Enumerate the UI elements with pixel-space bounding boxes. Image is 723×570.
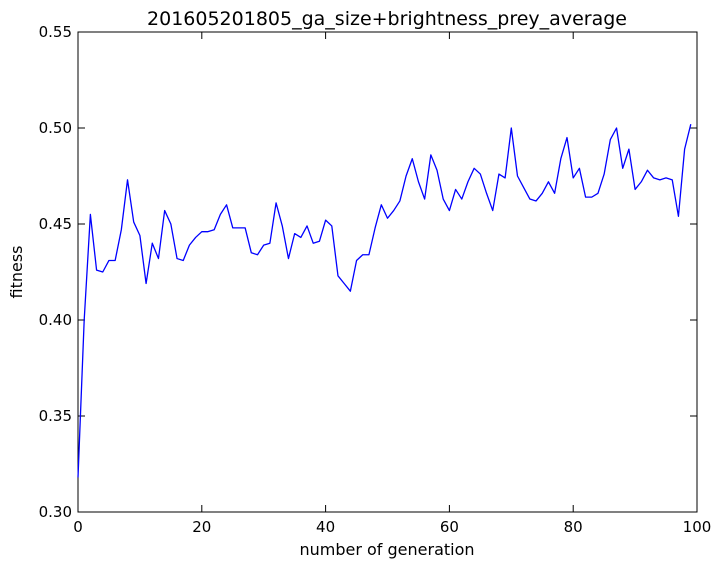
y-tick-label: 0.55 bbox=[39, 23, 72, 41]
plot-frame bbox=[77, 31, 698, 513]
series-line-fitness bbox=[77, 124, 692, 478]
y-tick-label: 0.50 bbox=[39, 119, 72, 137]
y-axis-label: fitness bbox=[7, 245, 26, 298]
x-tick-label: 60 bbox=[440, 518, 459, 536]
chart-title: 201605201805_ga_size+brightness_prey_ave… bbox=[147, 8, 627, 30]
y-tick-label: 0.45 bbox=[39, 215, 72, 233]
x-tick-label: 20 bbox=[192, 518, 211, 536]
x-axis-label: number of generation bbox=[299, 540, 474, 559]
y-tick-label: 0.35 bbox=[39, 407, 72, 425]
x-tick-label: 100 bbox=[683, 518, 712, 536]
y-tick-label: 0.40 bbox=[39, 311, 72, 329]
x-tick-label: 0 bbox=[73, 518, 83, 536]
y-tick-label: 0.30 bbox=[39, 503, 72, 521]
tick-labels: 0 20 40 60 80 100 0.30 0.35 0.40 0.45 0.50 0.55 bbox=[39, 23, 712, 536]
axis-ticks bbox=[77, 31, 698, 513]
x-tick-label: 80 bbox=[564, 518, 583, 536]
x-tick-label: 40 bbox=[316, 518, 335, 536]
